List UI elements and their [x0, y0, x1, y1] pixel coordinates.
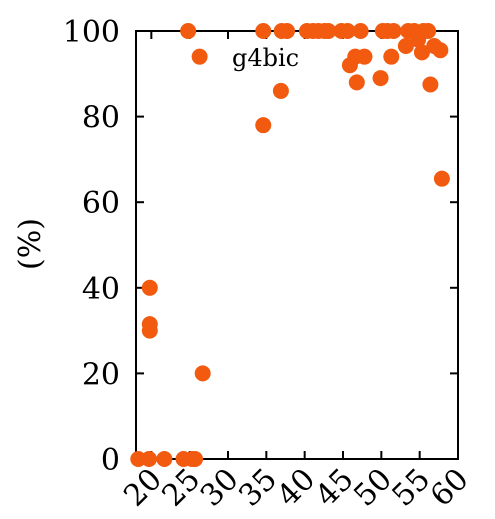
data-point — [432, 42, 449, 59]
data-point — [397, 37, 414, 54]
data-point — [433, 170, 450, 187]
data-point — [279, 23, 296, 39]
y-tick-label: 0 — [101, 443, 120, 478]
data-point — [255, 23, 272, 39]
data-point — [187, 451, 204, 467]
data-point — [255, 117, 272, 134]
y-tick-label: 40 — [82, 272, 120, 307]
plot-border — [135, 30, 459, 460]
data-point — [413, 44, 430, 61]
data-point — [191, 48, 208, 65]
y-axis-label: (%) — [13, 218, 48, 270]
data-point — [272, 82, 289, 99]
data-point — [156, 451, 173, 467]
y-tick-label: 20 — [82, 357, 120, 392]
data-point — [320, 23, 337, 39]
y-tick-label: 100 — [63, 15, 120, 50]
data-point — [180, 23, 197, 39]
data-point — [383, 48, 400, 65]
data-point — [356, 48, 373, 65]
y-axis: 0 20 40 60 80 100 — [63, 15, 458, 478]
y-tick-label: 60 — [82, 186, 120, 221]
data-point — [385, 23, 402, 39]
data-point — [420, 23, 437, 39]
data-point — [422, 76, 439, 93]
plot-frame — [135, 30, 459, 460]
y-tick-label: 80 — [82, 101, 120, 136]
data-point — [194, 365, 211, 382]
data-point — [352, 23, 369, 39]
data-point — [339, 23, 356, 39]
x-tick-label: 60 — [424, 462, 476, 514]
data-point — [141, 451, 158, 467]
data-point — [141, 279, 158, 296]
data-points — [130, 23, 450, 467]
data-point — [141, 322, 158, 339]
chart-annotation: g4bic — [232, 44, 299, 72]
data-point — [348, 74, 365, 91]
data-point — [372, 70, 389, 87]
